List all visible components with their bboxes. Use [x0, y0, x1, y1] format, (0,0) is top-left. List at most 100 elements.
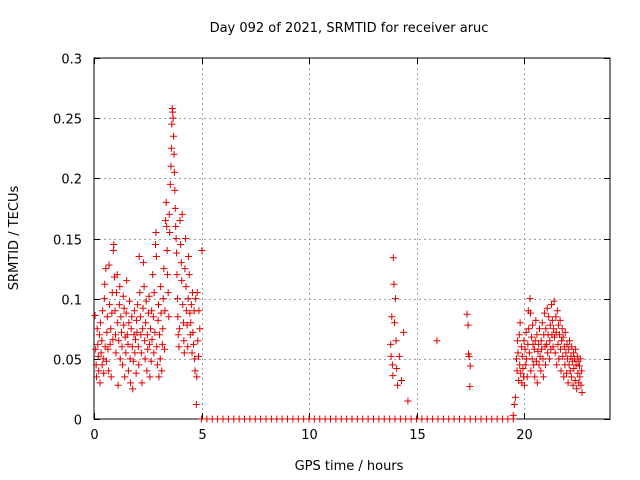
- data-point: [198, 247, 206, 255]
- data-point: [151, 328, 159, 336]
- data-point: [182, 235, 190, 242]
- data-point: [433, 337, 441, 345]
- data-point: [546, 321, 554, 329]
- data-point: [389, 254, 397, 262]
- data-point: [388, 361, 396, 369]
- data-point: [173, 271, 181, 279]
- data-point: [98, 337, 106, 345]
- data-point: [114, 381, 122, 389]
- data-point: [577, 381, 585, 389]
- data-point: [159, 295, 167, 303]
- data-point: [545, 355, 553, 363]
- data-point: [156, 355, 164, 363]
- data-point: [104, 345, 112, 353]
- data-point: [545, 313, 553, 321]
- data-point: [463, 310, 471, 318]
- data-point: [576, 355, 584, 363]
- data-point: [387, 340, 395, 348]
- y-tick-label: 0.1: [61, 294, 82, 309]
- y-tick-label: 0.25: [53, 113, 82, 128]
- data-point: [400, 328, 408, 336]
- data-point: [109, 247, 117, 255]
- data-point: [103, 328, 111, 336]
- data-point: [551, 333, 559, 341]
- data-point: [571, 376, 579, 384]
- data-point: [539, 355, 547, 363]
- data-point: [196, 325, 204, 333]
- data-point: [190, 340, 198, 348]
- data-point: [466, 383, 474, 391]
- data-point: [559, 333, 567, 341]
- data-point: [161, 307, 169, 315]
- y-tick-label: 0.2: [61, 173, 82, 188]
- data-point: [537, 337, 545, 345]
- grid: [94, 58, 610, 419]
- data-point: [165, 210, 173, 218]
- data-point: [105, 261, 113, 269]
- data-point: [139, 325, 147, 333]
- data-point: [550, 297, 558, 305]
- data-point: [160, 265, 168, 273]
- data-point: [133, 328, 141, 336]
- data-point: [159, 325, 167, 333]
- data-point: [112, 349, 120, 357]
- data-point: [107, 373, 115, 381]
- data-point: [525, 349, 533, 357]
- data-point: [162, 198, 170, 206]
- data-point: [174, 331, 182, 339]
- data-point: [569, 381, 577, 389]
- data-point: [157, 309, 165, 317]
- data-point: [172, 235, 180, 242]
- data-point: [96, 319, 104, 327]
- data-point: [150, 349, 158, 357]
- data-point: [105, 301, 113, 309]
- data-point: [554, 340, 562, 348]
- data-point: [168, 120, 176, 128]
- data-point: [188, 349, 196, 357]
- data-point: [531, 373, 539, 381]
- data-point: [171, 204, 179, 212]
- data-point: [119, 292, 127, 300]
- data-point: [95, 367, 103, 375]
- data-point: [173, 249, 181, 257]
- data-point: [516, 361, 524, 369]
- y-tick-label: 0.05: [53, 354, 82, 369]
- data-point: [158, 340, 166, 348]
- data-point: [94, 340, 102, 348]
- data-point: [191, 367, 199, 375]
- data-point: [509, 411, 517, 419]
- data-point: [155, 301, 162, 309]
- data-point: [572, 345, 580, 353]
- data-point: [566, 337, 574, 345]
- data-point: [520, 381, 528, 389]
- data-point: [141, 337, 149, 345]
- data-point: [532, 357, 540, 365]
- data-point: [115, 337, 123, 345]
- data-point: [166, 180, 174, 188]
- data-point: [187, 319, 195, 327]
- data-point: [113, 289, 121, 297]
- data-point: [100, 295, 108, 303]
- data-point: [95, 331, 103, 339]
- data-point: [145, 292, 153, 300]
- data-point: [525, 325, 533, 333]
- data-point: [146, 373, 154, 381]
- data-point: [127, 379, 135, 387]
- data-point: [186, 309, 194, 317]
- data-point: [114, 319, 122, 327]
- data-point: [123, 331, 131, 339]
- data-point: [518, 352, 526, 360]
- data-point: [134, 343, 142, 351]
- data-point: [557, 367, 565, 375]
- data-point: [516, 319, 524, 327]
- data-point: [522, 361, 530, 369]
- data-point: [177, 259, 185, 267]
- data-point: [127, 325, 135, 333]
- data-point: [569, 349, 577, 357]
- data-point: [119, 361, 127, 369]
- data-point: [142, 319, 150, 327]
- data-point: [542, 325, 550, 333]
- data-point: [388, 313, 396, 321]
- data-points: [91, 105, 586, 423]
- data-point: [389, 372, 397, 380]
